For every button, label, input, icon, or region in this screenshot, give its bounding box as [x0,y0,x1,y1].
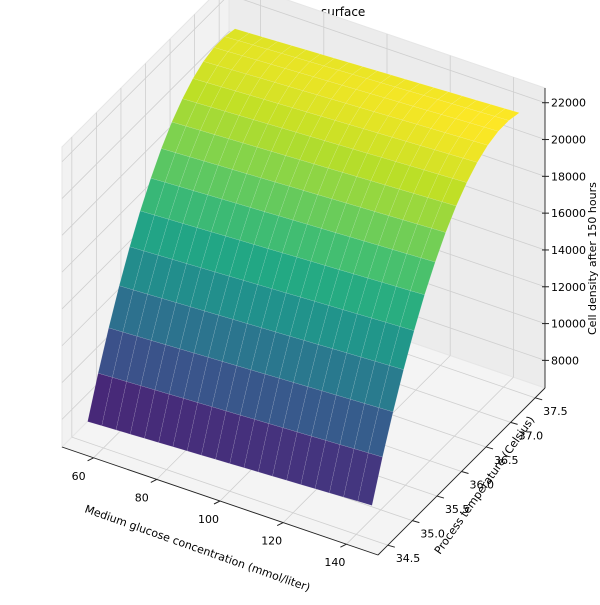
z-tick-label: 12000 [551,281,586,294]
surface-patch [483,116,510,132]
z-tick-label: 22000 [551,97,586,110]
x-tick-label: 60 [72,470,86,483]
x-tick-label: 120 [261,535,282,548]
x-tick-label: 100 [198,513,219,526]
y-tick-label: 37.0 [519,429,544,442]
z-tick-label: 18000 [551,170,586,183]
y-tick-label: 36.5 [494,454,519,467]
z-tick-label: 8000 [551,354,579,367]
surface-patch [357,452,383,506]
surface-patch [410,257,436,296]
z-tick-label: 16000 [551,207,586,220]
y-tick-label: 37.5 [543,405,568,418]
response-surface [87,28,520,506]
y-tick-label: 35.0 [420,528,445,541]
y-tick-label: 34.5 [396,552,421,565]
axis-lines [61,88,549,556]
z-tick-label: 20000 [551,134,586,147]
x-tick-label: 140 [324,556,345,569]
z-tick-label: 10000 [551,318,586,331]
x-tick-label: 80 [135,491,149,504]
surface-patch [452,157,478,183]
y-tick-label: 35.5 [445,503,470,516]
y-tick-label: 36.0 [470,479,495,492]
surface-patch [494,108,520,121]
z-tick-label: 14000 [551,244,586,257]
z-axis-label: Cell density after 150 hours [586,182,599,335]
tick-labels: 60 80 100 120 140 34.5 35.035.536.0 36.537.0 37.… [72,97,586,569]
